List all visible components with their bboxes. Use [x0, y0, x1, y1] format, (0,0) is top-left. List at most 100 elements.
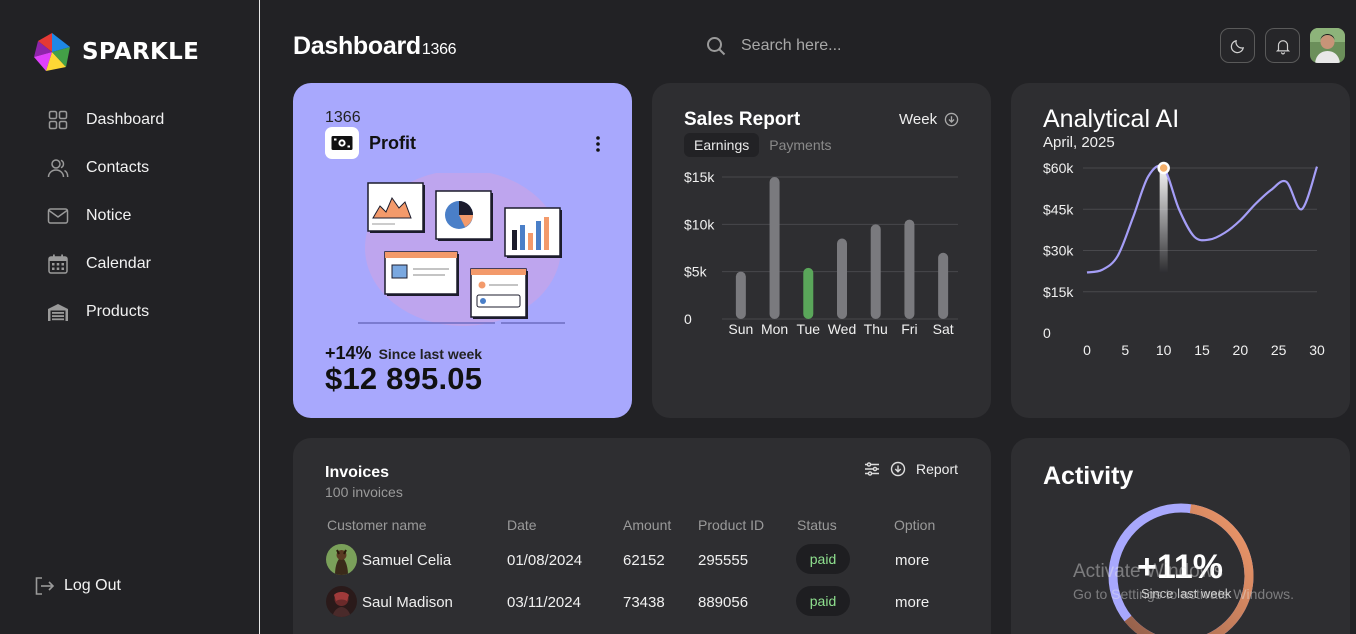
sales-bar-chart: 0 $5k $10k $15k Sun Mon Tue Wed Thu Fri Sat: [684, 169, 958, 337]
filter-icon[interactable]: [864, 461, 880, 477]
x-tick-label: Tue: [796, 321, 820, 337]
notifications-button[interactable]: [1265, 28, 1300, 63]
sidebar-item-dashboard[interactable]: Dashboard: [46, 108, 164, 132]
x-tick-label: 20: [1233, 342, 1249, 358]
sidebar-item-calendar[interactable]: Calendar: [46, 252, 164, 276]
x-tick-label: Sat: [933, 321, 954, 337]
table-row[interactable]: Samuel Celia 01/08/2024 62152 295555 pai…: [293, 544, 991, 576]
y-tick-label: $15k: [1043, 284, 1074, 300]
brand-logo[interactable]: SPARKLE: [32, 31, 199, 73]
search-bar: [704, 34, 941, 58]
customer-avatar-image: [326, 586, 357, 617]
x-tick-label: Wed: [828, 321, 857, 337]
report-button[interactable]: Report: [916, 461, 959, 477]
highlight-point: [1157, 161, 1170, 175]
profit-amount: $12 895.05: [325, 361, 483, 396]
search-input[interactable]: [741, 37, 941, 55]
series-line: [1086, 164, 1319, 274]
x-tick-label: 15: [1194, 342, 1210, 358]
user-avatar[interactable]: [1310, 28, 1345, 63]
activity-title: Activity: [1043, 462, 1134, 490]
y-tick-label: $5k: [684, 264, 708, 280]
sidebar-item-label: Dashboard: [86, 111, 165, 128]
table-row[interactable]: Saul Madison 03/11/2024 73438 889056 pai…: [293, 586, 991, 618]
analytics-title: Analytical AI: [1043, 105, 1180, 133]
page-title: Dashboard1366: [293, 32, 457, 61]
download-circle-icon: [944, 112, 959, 127]
x-tick-label: 25: [1271, 342, 1287, 358]
bar: [735, 271, 746, 319]
profit-code: 1366: [325, 109, 361, 126]
calendar-icon: [48, 254, 68, 274]
highlight-beam: [1159, 168, 1168, 273]
column-header-product-id: Product ID: [698, 517, 765, 533]
column-header-option: Option: [894, 517, 936, 533]
y-tick-label: $10k: [684, 216, 715, 232]
invoice-date: 03/11/2024: [507, 594, 581, 611]
bell-icon: [1275, 39, 1290, 54]
x-tick-label: 0: [1083, 342, 1091, 358]
money-icon-box: [325, 127, 359, 159]
more-link[interactable]: more: [895, 594, 930, 611]
bar: [870, 224, 881, 319]
sales-tabs: Earnings Payments: [684, 133, 842, 157]
column-header-amount: Amount: [623, 517, 672, 533]
analytics-date: April, 2025: [1043, 134, 1115, 151]
x-tick-label: 5: [1121, 342, 1129, 358]
activity-ring: [1108, 503, 1254, 634]
invoice-product-id: 889056: [698, 594, 749, 611]
customer-name: Saul Madison: [362, 594, 453, 611]
status-badge: paid: [796, 586, 850, 616]
activity-since: Since last week: [1141, 586, 1232, 601]
sidebar: SPARKLE Dashboard Contacts Notice: [0, 0, 260, 634]
more-link[interactable]: more: [895, 552, 930, 569]
profit-card: 1366 Profit: [293, 83, 632, 418]
invoice-amount: 73438: [623, 594, 665, 611]
x-tick-label: Fri: [901, 321, 917, 337]
logout-button[interactable]: Log Out: [32, 574, 121, 598]
customer-avatar: [326, 586, 357, 617]
logout-label: Log Out: [64, 577, 121, 594]
money-icon: [331, 136, 353, 150]
moon-icon: [1230, 39, 1244, 53]
sidebar-item-label: Contacts: [86, 159, 150, 176]
more-options-icon[interactable]: [591, 134, 605, 154]
invoice-product-id: 295555: [698, 552, 749, 569]
x-tick-label: Thu: [864, 321, 888, 337]
y-tick-label: $15k: [684, 169, 715, 185]
analytics-line-chart: 0 $15k $30k $45k $60k 0 5 10 15 20 25 30: [1043, 160, 1325, 358]
bar: [938, 252, 949, 319]
profit-change-label: Since last week: [378, 346, 483, 362]
customer-name: Samuel Celia: [362, 552, 452, 569]
search-icon[interactable]: [704, 34, 728, 58]
analytical-ai-card: Analytical AI April, 2025 0 $15k $30k $45k $…: [1011, 83, 1350, 418]
download-icon[interactable]: [890, 461, 906, 477]
customer-avatar-image: [326, 544, 357, 575]
tab-payments[interactable]: Payments: [769, 137, 832, 153]
column-header-date: Date: [507, 517, 537, 533]
x-tick-label: 30: [1309, 342, 1325, 358]
bar: [769, 177, 780, 319]
y-tick-label: $60k: [1043, 160, 1074, 176]
theme-toggle-button[interactable]: [1220, 28, 1255, 63]
profit-change: +14% Since last week: [325, 343, 482, 364]
sales-title: Sales Report: [684, 109, 801, 130]
profit-change-value: +14%: [325, 343, 372, 363]
sidebar-item-products[interactable]: Products: [46, 300, 164, 324]
period-dropdown[interactable]: Week: [899, 111, 959, 128]
invoices-title: Invoices: [325, 464, 390, 481]
sidebar-nav: Dashboard Contacts Notice Calendar: [46, 108, 164, 348]
bar: [803, 267, 814, 319]
bar: [837, 238, 847, 319]
y-tick-label: 0: [684, 311, 692, 327]
sparkle-logo-icon: [34, 33, 70, 71]
sidebar-item-label: Products: [86, 303, 150, 320]
tab-earnings[interactable]: Earnings: [684, 133, 760, 157]
activity-card: Activity +11% Since last week: [1011, 438, 1350, 634]
sidebar-item-contacts[interactable]: Contacts: [46, 156, 164, 180]
sidebar-item-notice[interactable]: Notice: [46, 204, 164, 228]
column-header-status: Status: [797, 517, 837, 533]
grid-icon: [48, 110, 68, 130]
page-title-text: Dashboard: [293, 32, 421, 60]
x-tick-label: 10: [1156, 342, 1172, 358]
